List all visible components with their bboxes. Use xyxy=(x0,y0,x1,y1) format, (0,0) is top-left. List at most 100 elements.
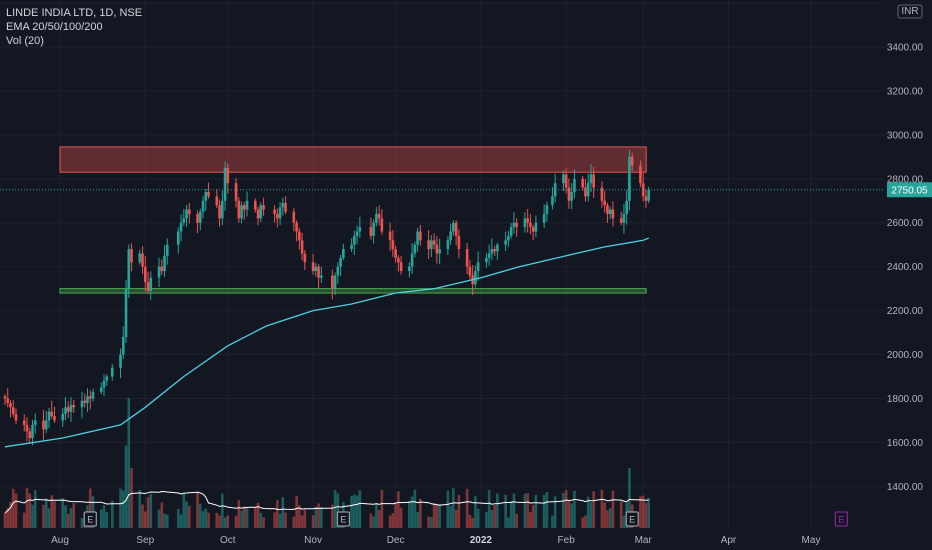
volume-bar xyxy=(14,493,18,528)
volume-bar xyxy=(42,504,45,528)
symbol-label[interactable]: LINDE INDIA LTD, 1D, NSE xyxy=(6,7,143,19)
volume-bar xyxy=(204,508,208,528)
volume-bar xyxy=(531,504,535,528)
volume-bar xyxy=(562,492,565,528)
candle-body xyxy=(119,354,122,368)
volume-bar xyxy=(278,513,282,528)
chart-legend: LINDE INDIA LTD, 1D, NSE EMA 20/50/100/2… xyxy=(6,6,142,48)
volume-bar xyxy=(454,509,458,528)
ema-line xyxy=(4,237,649,448)
earnings-marker-box xyxy=(336,511,350,527)
candle-body xyxy=(256,209,260,219)
candle-body xyxy=(91,391,95,399)
volume-bar xyxy=(157,509,161,528)
candle-body xyxy=(22,420,26,425)
volume-bar xyxy=(410,496,414,528)
candle-body xyxy=(622,213,626,223)
volume-bar xyxy=(397,491,400,528)
candle-body xyxy=(369,227,373,236)
candle-body xyxy=(603,200,606,206)
volume-bar xyxy=(606,510,609,528)
earnings-marker[interactable]: E xyxy=(834,511,848,527)
volume-bar xyxy=(66,513,70,528)
volume-bar xyxy=(99,509,103,528)
candle-body xyxy=(198,211,202,223)
candle-body xyxy=(509,227,513,236)
candle-body xyxy=(584,187,587,197)
candle-body xyxy=(529,222,532,228)
volume-bar xyxy=(353,494,356,528)
volume-bar xyxy=(509,500,513,528)
last-price-label: 2750.05 xyxy=(891,185,928,196)
candle-body xyxy=(452,222,455,232)
candle-body xyxy=(485,257,488,263)
volume-bar xyxy=(333,490,337,528)
ema-indicator-label[interactable]: EMA 20/50/100/200 xyxy=(6,21,103,33)
support-zone xyxy=(59,288,647,294)
volume-bar xyxy=(243,506,246,528)
candle-body xyxy=(9,402,12,408)
volume-indicator-label[interactable]: Vol (20) xyxy=(6,35,44,47)
volume-bar xyxy=(110,500,114,528)
candle-body xyxy=(130,249,133,263)
volume-bar xyxy=(465,488,469,528)
volume-bar xyxy=(143,511,147,528)
candle-body xyxy=(339,257,342,267)
candle-body xyxy=(372,222,375,236)
volume-bar xyxy=(586,496,590,528)
y-tick-label: 1400.00 xyxy=(887,482,924,493)
earnings-marker[interactable]: E xyxy=(336,511,350,527)
candle-body xyxy=(397,257,400,263)
volume-bar xyxy=(160,502,164,528)
currency-label: INR xyxy=(901,6,918,17)
y-tick-label: 3000.00 xyxy=(887,130,924,141)
volume-bar xyxy=(589,502,593,528)
volume-bar xyxy=(28,493,32,528)
volume-bar xyxy=(487,489,491,528)
volume-bar xyxy=(430,517,433,528)
volume-bar xyxy=(449,505,452,528)
x-tick-label: Sep xyxy=(136,535,154,546)
candle-body xyxy=(457,235,461,250)
volume-bar xyxy=(427,516,430,528)
volume-bar xyxy=(372,516,375,528)
volume-bar xyxy=(165,514,169,528)
candle-body xyxy=(562,174,565,184)
candle-body xyxy=(449,231,452,241)
candle-body xyxy=(284,202,287,212)
volume-bar xyxy=(295,495,298,528)
volume-bar xyxy=(72,503,76,528)
candle-body xyxy=(295,222,298,232)
candle-body xyxy=(408,266,411,272)
candle-body xyxy=(66,407,70,412)
candle-body xyxy=(611,209,615,219)
candle-body xyxy=(254,200,257,210)
earnings-marker[interactable]: E xyxy=(83,511,97,527)
volume-bar xyxy=(358,490,362,528)
x-tick-label: Apr xyxy=(721,535,737,546)
candle-body xyxy=(625,200,628,214)
volume-bar xyxy=(570,503,573,528)
candle-body xyxy=(303,253,307,263)
candle-body xyxy=(355,231,359,236)
volume-bar xyxy=(303,509,307,528)
candle-body xyxy=(165,244,169,256)
volume-bar xyxy=(336,493,340,528)
earnings-marker[interactable]: E xyxy=(625,511,639,527)
candle-body xyxy=(44,420,48,430)
volume-bar xyxy=(314,506,318,528)
volume-bar xyxy=(523,493,527,528)
last-price-badge xyxy=(887,182,932,198)
candle-body xyxy=(630,156,634,166)
volume-bar xyxy=(256,502,260,528)
candle-body xyxy=(237,200,241,219)
volume-bar xyxy=(452,488,455,528)
candle-body xyxy=(419,231,422,241)
candle-body xyxy=(628,156,631,201)
candle-body xyxy=(176,231,180,245)
candle-body xyxy=(435,244,439,254)
candle-body xyxy=(47,411,51,421)
candle-body xyxy=(353,235,356,245)
candle-body xyxy=(542,213,546,223)
